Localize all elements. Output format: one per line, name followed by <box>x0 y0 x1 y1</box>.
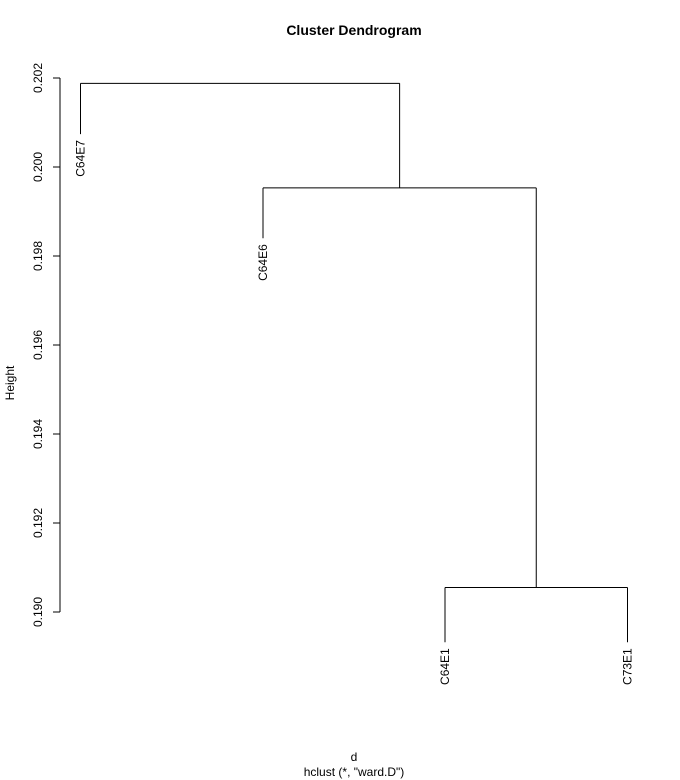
dendrogram-branches <box>80 82 628 643</box>
y-tick-label: 0.196 <box>31 330 45 360</box>
leaf-label: C64E6 <box>256 244 270 281</box>
y-axis: 0.190 0.192 0.194 0.196 0.198 0.200 0.202 <box>31 63 61 627</box>
y-tick-label: 0.202 <box>31 63 45 93</box>
y-tick-label: 0.200 <box>31 152 45 182</box>
y-tick-label: 0.190 <box>31 597 45 627</box>
y-tick-label: 0.192 <box>31 508 45 538</box>
chart-title: Cluster Dendrogram <box>286 22 421 38</box>
y-tick-label: 0.194 <box>31 419 45 449</box>
y-axis-label: Height <box>3 365 17 400</box>
y-tick-label: 0.198 <box>31 241 45 271</box>
x-axis-label: d <box>351 750 358 764</box>
leaf-label: C64E1 <box>438 648 452 685</box>
leaf-labels: C64E7 C64E6 C64E1 C73E1 <box>74 140 635 685</box>
leaf-label: C64E7 <box>74 140 88 177</box>
leaf-label: C73E1 <box>621 648 635 685</box>
method-sublabel: hclust (*, "ward.D") <box>304 765 405 779</box>
